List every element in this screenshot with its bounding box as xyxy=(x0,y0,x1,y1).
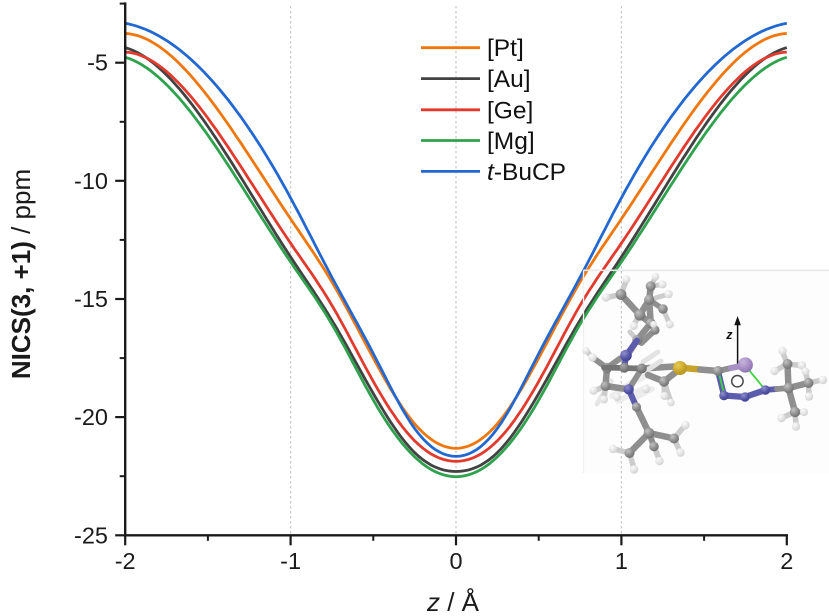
svg-text:-20: -20 xyxy=(74,404,108,430)
svg-text:NICS(3, +1) / ppm: NICS(3, +1) / ppm xyxy=(6,169,36,379)
svg-text:-10: -10 xyxy=(74,168,108,194)
svg-text:-25: -25 xyxy=(74,522,108,548)
svg-text:[Ge]: [Ge] xyxy=(487,97,533,124)
svg-text:2: 2 xyxy=(780,548,793,574)
svg-text:[Pt]: [Pt] xyxy=(487,35,524,62)
svg-text:[Mg]: [Mg] xyxy=(487,128,535,155)
svg-text:-15: -15 xyxy=(74,286,108,312)
svg-text:t-BuCP: t-BuCP xyxy=(487,159,566,186)
svg-text:[Au]: [Au] xyxy=(487,66,531,93)
svg-text:z: z xyxy=(725,328,733,342)
svg-text:1: 1 xyxy=(615,548,628,574)
svg-text:-5: -5 xyxy=(87,50,108,76)
svg-text:-1: -1 xyxy=(280,548,301,574)
svg-text:z / Å: z / Å xyxy=(426,587,480,616)
svg-text:0: 0 xyxy=(449,548,462,574)
svg-text:-2: -2 xyxy=(115,548,136,574)
